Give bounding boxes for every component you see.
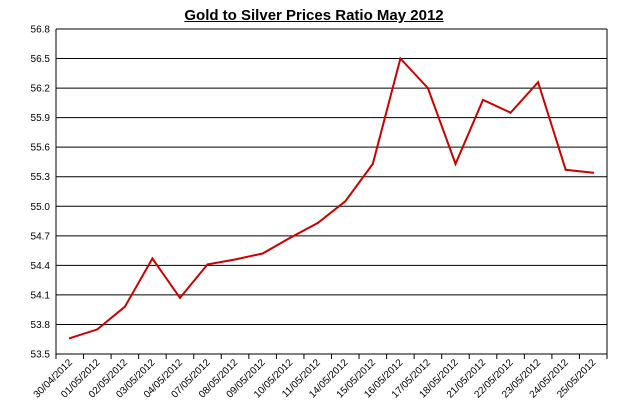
data-point (371, 162, 374, 165)
x-tick-labels: 30/04/201201/05/201202/05/201203/05/2012… (32, 357, 599, 400)
y-tick-label: 54.7 (31, 231, 51, 242)
y-tick-label: 53.5 (31, 350, 51, 361)
y-tick-label: 56.2 (31, 84, 51, 95)
data-point (151, 257, 154, 260)
data-point (123, 305, 126, 308)
y-tick-label: 54.1 (31, 290, 51, 301)
data-point (68, 337, 71, 340)
data-point (454, 162, 457, 165)
data-point (206, 263, 209, 266)
data-point (261, 252, 264, 255)
data-point (537, 81, 540, 84)
data-point (234, 258, 237, 261)
data-point (399, 57, 402, 60)
grid-lines (55, 28, 608, 359)
series-line (69, 56, 594, 340)
y-tick-label: 56.5 (31, 54, 51, 65)
data-point (178, 296, 181, 299)
data-point (289, 236, 292, 239)
data-point (344, 200, 347, 203)
data-point (96, 328, 99, 331)
data-point (564, 168, 567, 171)
y-tick-label: 55.3 (31, 172, 51, 183)
y-tick-label: 55.6 (31, 143, 51, 154)
data-point (592, 171, 595, 174)
y-tick-label: 56.8 (31, 25, 51, 36)
series-layer (68, 56, 595, 340)
data-point (509, 111, 512, 114)
chart-title: Gold to Silver Prices Ratio May 2012 (184, 7, 444, 24)
y-tick-label: 54.4 (31, 261, 51, 272)
y-tick-label: 55.9 (31, 113, 51, 124)
data-point (426, 87, 429, 90)
data-point (482, 98, 485, 101)
y-tick-label: 53.8 (31, 320, 51, 331)
data-point (316, 222, 319, 225)
y-tick-label: 55.0 (31, 202, 51, 213)
y-tick-labels: 53.5 53.8 54.1 54.4 54.7 55.0 55.3 55.6 55.9 56.2… (31, 25, 51, 361)
